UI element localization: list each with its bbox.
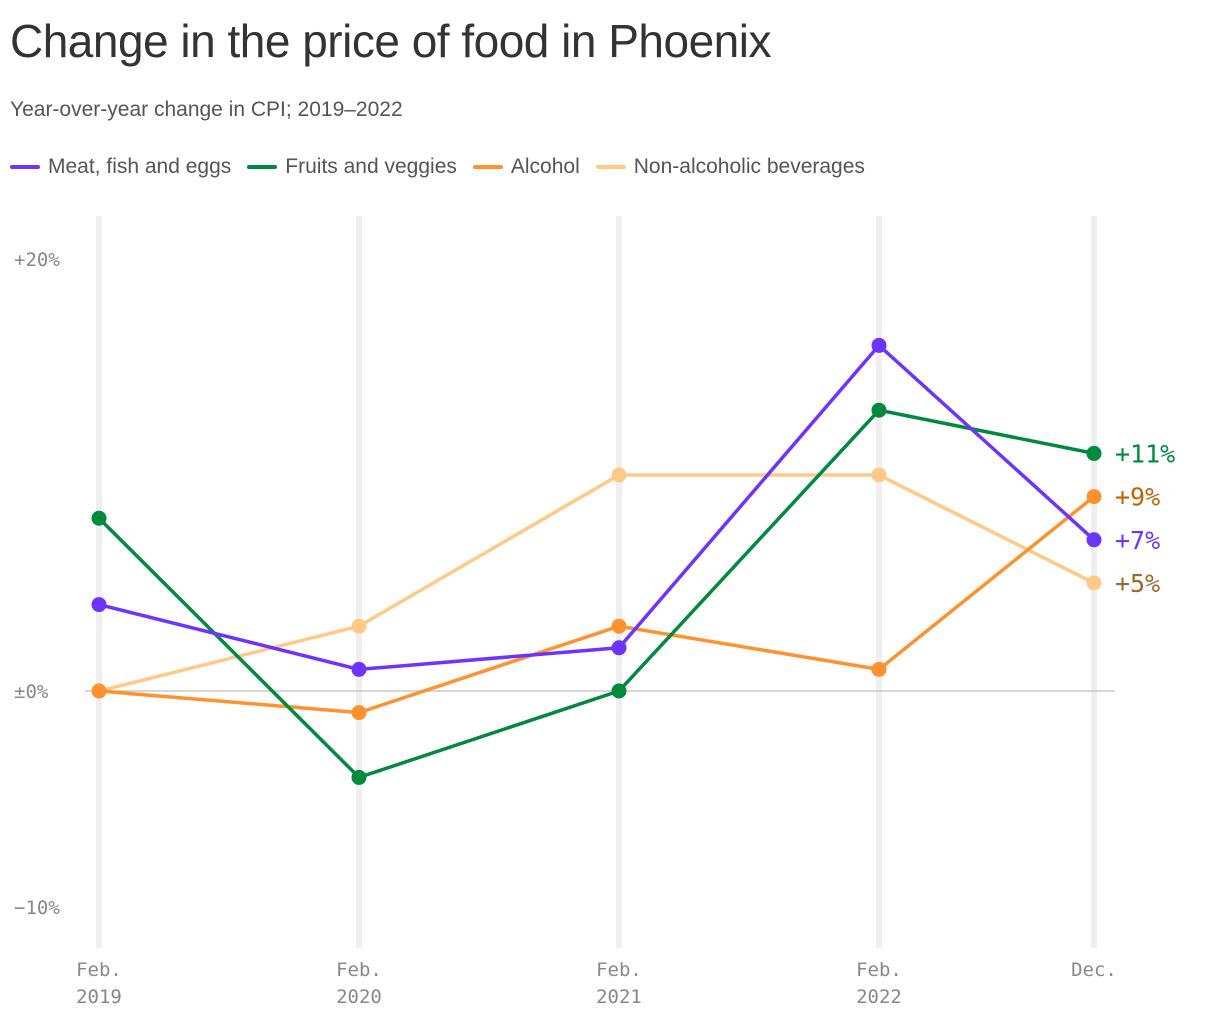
x-tick-label: Feb.: [596, 959, 642, 981]
data-point: [1086, 445, 1102, 461]
end-value-label: +7%: [1115, 526, 1160, 555]
x-tick-label: 2022: [856, 986, 902, 1008]
y-tick-label: +20%: [14, 249, 60, 271]
data-point: [91, 597, 107, 613]
data-point: [1086, 489, 1102, 505]
y-tick-label: −10%: [14, 897, 60, 919]
x-tick-label: 2021: [596, 986, 642, 1008]
x-tick-label: Feb.: [856, 959, 902, 981]
end-value-label: +11%: [1115, 439, 1175, 468]
legend-swatch: [472, 165, 503, 169]
data-point: [871, 337, 887, 353]
data-point: [351, 769, 367, 785]
x-tick-label: 2020: [336, 986, 382, 1008]
data-point: [1086, 532, 1102, 548]
end-value-label: +9%: [1115, 483, 1160, 512]
chart-title: Change in the price of food in Phoenix: [10, 15, 771, 67]
x-tick-label: Dec.: [1071, 959, 1117, 981]
legend-label: Fruits and veggies: [285, 155, 457, 178]
data-point: [611, 640, 627, 656]
legend-label: Alcohol: [510, 155, 580, 178]
data-point: [611, 467, 627, 483]
data-point: [611, 683, 627, 699]
legend-label: Non-alcoholic beverages: [633, 155, 865, 178]
legend-swatch: [10, 165, 40, 169]
series-line: [97, 494, 1096, 715]
data-point: [871, 661, 887, 677]
x-tick-label: Feb.: [76, 959, 122, 981]
data-point: [871, 402, 887, 418]
legend-swatch: [595, 165, 626, 169]
series-line: [97, 408, 1096, 780]
legend-item: Fruits and veggies: [247, 155, 457, 179]
y-tick-label: ±0%: [14, 681, 49, 703]
end-value-label: +5%: [1115, 569, 1160, 598]
series-line: [97, 473, 1096, 693]
legend-label: Meat, fish and eggs: [48, 155, 232, 178]
data-point: [1086, 575, 1102, 591]
x-tick-label: 2019: [76, 986, 122, 1008]
data-point: [91, 683, 107, 699]
data-point: [351, 661, 367, 677]
data-point: [871, 467, 887, 483]
data-point: [351, 705, 367, 721]
legend-item: Non-alcoholic beverages: [595, 155, 865, 179]
data-point: [611, 618, 627, 634]
data-point: [91, 510, 107, 526]
chart-legend: Meat, fish and eggs Fruits and veggies Alc…: [10, 155, 881, 179]
legend-swatch: [247, 165, 278, 169]
legend-item: Meat, fish and eggs: [10, 155, 231, 179]
legend-item: Alcohol: [472, 155, 580, 179]
chart-subtitle: Year-over-year change in CPI; 2019–2022: [10, 98, 403, 121]
x-tick-label: Feb.: [336, 959, 382, 981]
data-point: [351, 618, 367, 634]
